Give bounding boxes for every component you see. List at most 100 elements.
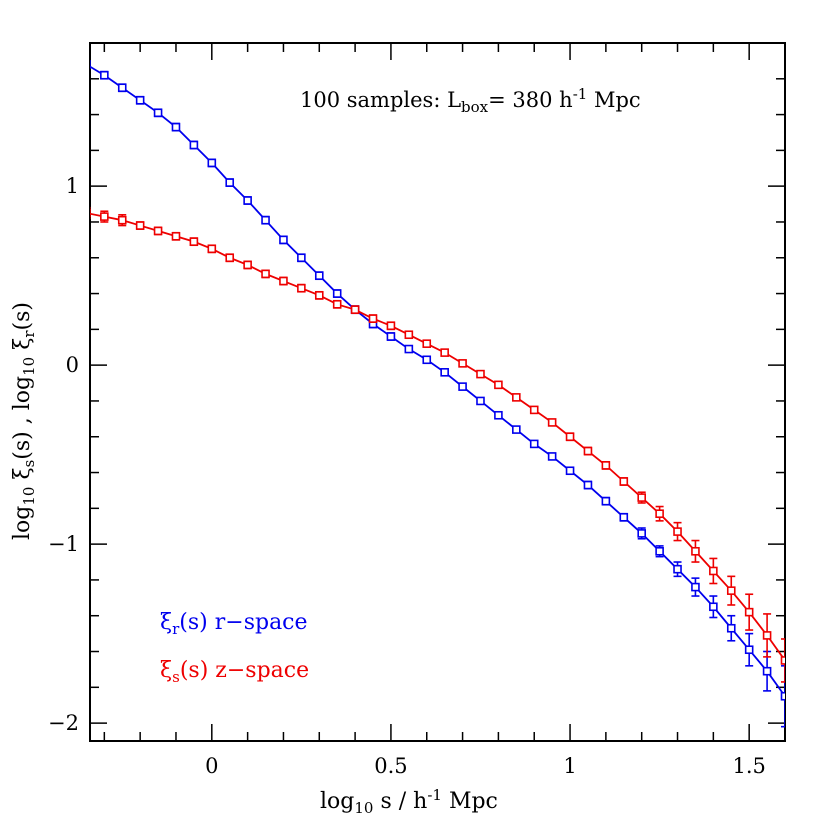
data-point <box>404 344 414 354</box>
data-point <box>512 425 521 434</box>
data-point <box>440 368 449 377</box>
data-point <box>135 95 145 105</box>
tick-marks <box>90 42 786 741</box>
series-line-z-space <box>90 212 785 661</box>
data-point <box>153 108 163 118</box>
data-point <box>422 355 432 365</box>
x-tick-label: 0.5 <box>374 754 407 778</box>
data-point <box>780 691 785 701</box>
data-point <box>207 244 217 254</box>
data-point <box>100 212 109 221</box>
sample-annotation: 100 samples: Lbox= 380 h-1 Mpc <box>300 85 641 116</box>
data-point <box>332 300 342 309</box>
data-point <box>171 231 181 241</box>
plot-frame <box>89 42 786 742</box>
data-point <box>422 339 432 348</box>
data-point <box>279 276 288 286</box>
data-point <box>726 586 736 595</box>
data-point <box>762 666 772 676</box>
data-point <box>494 410 503 420</box>
data-point <box>189 140 199 150</box>
data-point <box>458 359 467 368</box>
data-point <box>494 380 503 390</box>
data-point <box>565 466 575 476</box>
data-point <box>90 208 91 218</box>
data-point <box>655 546 664 556</box>
data-point <box>547 452 557 461</box>
data-point <box>655 509 664 519</box>
data-point <box>619 477 629 486</box>
data-point <box>726 623 736 633</box>
legend-z-space: ξs(s) z−space <box>160 658 309 686</box>
data-point <box>583 446 593 456</box>
y-tick-label: 1 <box>66 174 79 198</box>
data-point <box>225 253 235 263</box>
data-point <box>297 283 306 293</box>
data-point <box>691 546 700 556</box>
legend: ξr(s) r−space ξs(s) z−space <box>160 610 309 686</box>
data-point <box>90 60 91 69</box>
y-tick-label: 0 <box>66 353 79 377</box>
data-point <box>350 305 360 314</box>
data-point <box>691 582 700 592</box>
data-point <box>368 314 378 323</box>
data-point <box>225 178 235 187</box>
data-point <box>529 439 539 449</box>
data-point <box>780 656 785 665</box>
data-point <box>171 122 181 132</box>
data-point <box>458 382 467 391</box>
data-point <box>565 432 575 442</box>
data-point <box>762 631 772 640</box>
data-point <box>153 226 163 236</box>
data-point <box>440 348 449 357</box>
data-point <box>261 215 270 225</box>
data-point <box>673 527 682 536</box>
data-point <box>332 289 342 298</box>
plot-area <box>90 60 785 728</box>
data-point <box>512 393 521 402</box>
y-axis-label: log10 ξs(s) , log10 ξr(s) <box>10 302 38 540</box>
data-point <box>709 602 718 612</box>
data-point <box>601 496 611 506</box>
data-point <box>529 405 539 415</box>
data-point <box>547 418 557 427</box>
tick-labels: 0 0.5 1 1.5 −2 −1 0 1 <box>48 174 766 778</box>
data-point <box>243 260 252 270</box>
data-point <box>189 237 199 246</box>
data-point <box>744 607 754 617</box>
data-point <box>709 566 718 576</box>
data-point <box>261 269 270 279</box>
data-point <box>314 271 324 280</box>
data-point <box>404 330 414 340</box>
data-point <box>637 493 647 502</box>
x-tick-label: 1.5 <box>732 754 765 778</box>
data-point <box>637 529 647 538</box>
data-point <box>583 480 593 490</box>
y-tick-label: −1 <box>48 532 79 556</box>
y-tick-label: −2 <box>48 711 79 735</box>
data-point <box>601 461 611 470</box>
data-point <box>243 196 252 205</box>
data-point <box>619 512 629 522</box>
data-point <box>117 83 127 93</box>
data-point <box>100 70 109 80</box>
data-point <box>314 291 324 300</box>
series-layer <box>90 60 785 728</box>
data-point <box>386 332 396 341</box>
data-point <box>386 321 396 331</box>
x-tick-label: 0 <box>205 754 218 778</box>
data-point <box>476 396 485 406</box>
data-point <box>476 369 485 379</box>
data-point <box>207 158 217 168</box>
data-point <box>673 564 682 574</box>
data-point <box>279 235 288 245</box>
legend-r-space: ξr(s) r−space <box>160 610 308 638</box>
data-point <box>135 221 145 230</box>
series-z-space <box>90 206 785 683</box>
x-tick-label: 1 <box>563 754 576 778</box>
series-line-r-space <box>90 65 785 697</box>
data-point <box>117 215 127 225</box>
data-point <box>297 253 306 263</box>
series-r-space <box>90 60 785 728</box>
